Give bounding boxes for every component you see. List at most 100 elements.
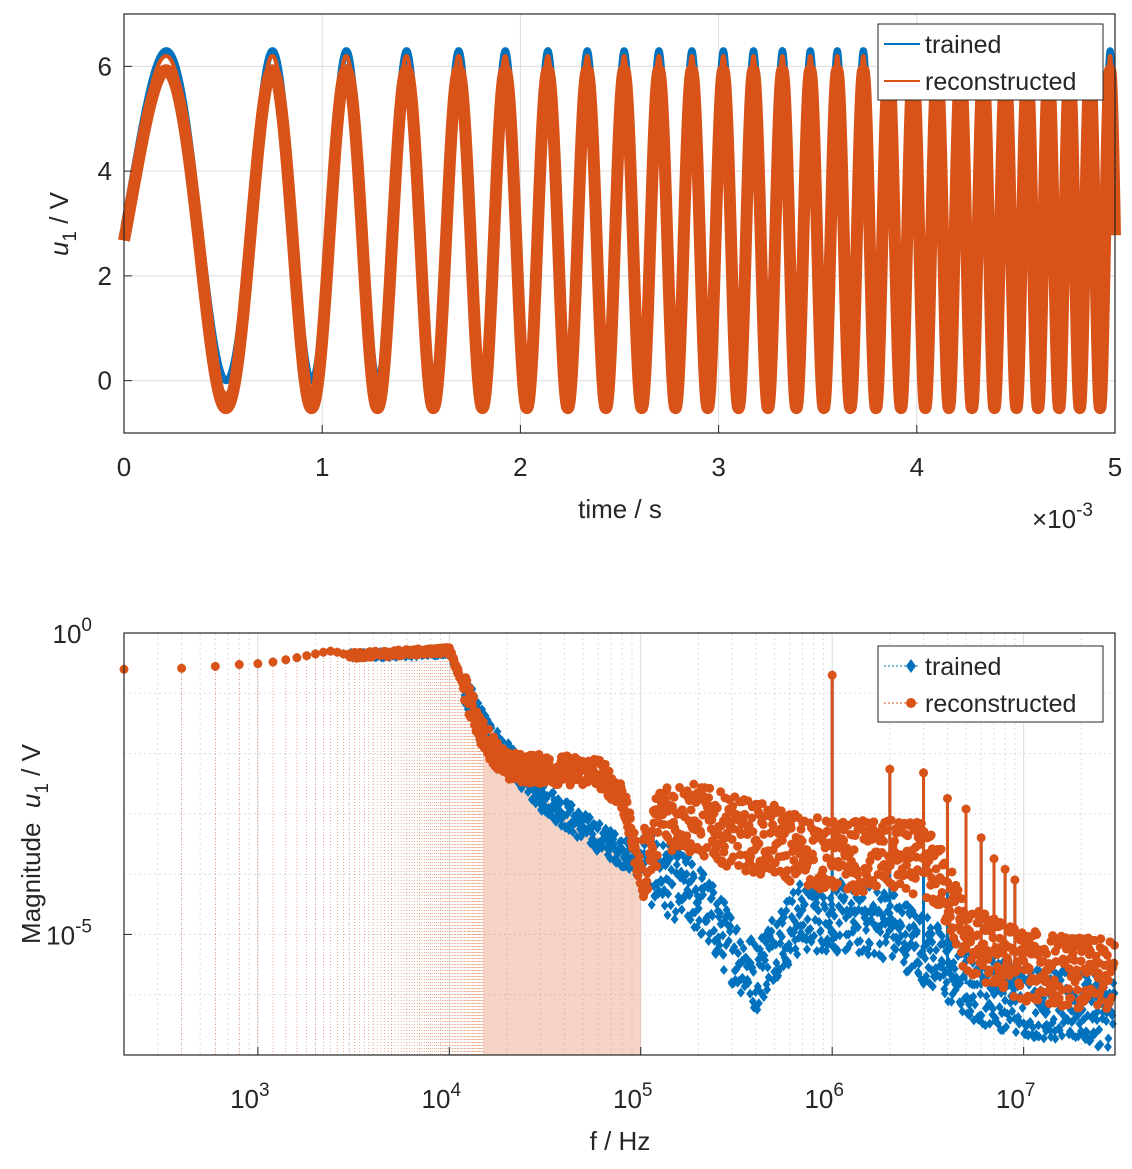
- reconstructed-point: [1015, 981, 1025, 991]
- reconstructed-point: [1077, 947, 1087, 957]
- trained-point: [950, 963, 959, 974]
- reconstructed-point: [643, 884, 653, 894]
- trained-point: [966, 1006, 975, 1017]
- reconstructed-point: [702, 843, 712, 853]
- trained-point: [688, 859, 697, 870]
- reconstructed-point: [727, 834, 737, 844]
- trained-point: [759, 992, 768, 1003]
- trained-point: [760, 955, 769, 966]
- reconstructed-point: [1103, 976, 1113, 985]
- reconstructed-point: [633, 871, 643, 881]
- trained-point: [929, 953, 938, 964]
- trained-point: [833, 944, 842, 955]
- reconstructed-point: [936, 844, 946, 854]
- reconstructed-point: [754, 839, 764, 849]
- trained-point: [938, 931, 947, 942]
- reconstructed-point: [869, 817, 879, 827]
- reconstructed-point: [1000, 864, 1010, 874]
- bottom-x-tick-label: 106: [804, 1080, 844, 1114]
- reconstructed-point: [809, 855, 819, 865]
- trained-point: [666, 900, 675, 911]
- trained-point: [881, 937, 890, 948]
- trained-point: [891, 944, 900, 955]
- reconstructed-point: [1003, 956, 1013, 966]
- trained-point: [708, 880, 717, 891]
- trained-point: [699, 889, 708, 900]
- bottom-x-tick-label: 107: [996, 1080, 1035, 1114]
- trained-point: [531, 798, 540, 809]
- reconstructed-point: [953, 885, 963, 895]
- reconstructed-point: [758, 819, 768, 829]
- reconstructed-point: [634, 852, 644, 862]
- reconstructed-point: [652, 861, 662, 871]
- trained-point: [736, 937, 745, 948]
- reconstructed-point: [492, 738, 502, 748]
- reconstructed-point: [649, 818, 659, 828]
- reconstructed-point: [326, 646, 336, 656]
- trained-point: [1092, 1015, 1101, 1026]
- reconstructed-point: [863, 864, 873, 874]
- trained-point: [784, 959, 793, 970]
- bottom-y-label-sub: 1: [32, 783, 53, 794]
- trained-point: [845, 939, 854, 950]
- reconstructed-point: [1107, 993, 1117, 1003]
- trained-point: [585, 812, 594, 823]
- trained-point: [724, 935, 733, 946]
- trained-point: [976, 988, 985, 999]
- top-x-tick-label: 0: [117, 452, 131, 482]
- trained-point: [668, 878, 677, 889]
- trained-point: [704, 936, 713, 947]
- reconstructed-point: [786, 823, 796, 833]
- reconstructed-point: [919, 768, 929, 778]
- reconstructed-point: [905, 853, 915, 863]
- trained-point: [799, 920, 808, 931]
- trained-point: [915, 958, 924, 969]
- top-y-axis-label: u1 / V: [44, 191, 81, 256]
- trained-point: [659, 840, 668, 851]
- reconstructed-point: [662, 783, 672, 793]
- trained-point: [922, 971, 931, 982]
- top-legend: trained reconstructed: [877, 23, 1104, 101]
- trained-point: [556, 797, 565, 808]
- trained-point: [1108, 1010, 1117, 1021]
- bottom-ticks: 103 104 105 106 107 10-5 100: [46, 615, 1035, 1114]
- reconstructed-point: [740, 809, 750, 819]
- reconstructed-point: [881, 825, 891, 835]
- reconstructed-point: [1009, 992, 1019, 1002]
- reconstructed-point: [748, 827, 758, 837]
- trained-point: [865, 938, 874, 949]
- reconstructed-point: [890, 836, 900, 846]
- trained-point: [981, 1020, 990, 1031]
- trained-point: [671, 906, 680, 917]
- trained-point: [689, 872, 698, 883]
- trained-point: [749, 966, 758, 977]
- top-x-tick-label: 1: [315, 452, 329, 482]
- reconstructed-point: [903, 831, 913, 841]
- reconstructed-point: [712, 803, 722, 813]
- trained-point: [876, 927, 885, 938]
- trained-point: [1103, 1041, 1112, 1052]
- trained-point: [956, 999, 965, 1010]
- trained-point: [609, 839, 618, 850]
- trained-point: [810, 930, 819, 941]
- trained-point: [788, 896, 797, 907]
- reconstructed-point: [622, 797, 632, 807]
- trained-point: [1093, 1006, 1102, 1017]
- trained-point: [746, 988, 755, 999]
- trained-point: [549, 787, 558, 798]
- reconstructed-point: [858, 887, 868, 897]
- reconstructed-point: [686, 838, 696, 848]
- trained-point: [814, 905, 823, 916]
- reconstructed-point: [1010, 875, 1020, 885]
- top-axes-box: [123, 13, 1116, 434]
- reconstructed-point: [1064, 964, 1074, 974]
- trained-point: [853, 922, 862, 933]
- trained-point: [670, 914, 679, 925]
- trained-point: [698, 927, 707, 938]
- trained-point: [568, 826, 577, 837]
- bottom-x-tick-label: 103: [230, 1080, 270, 1114]
- reconstructed-point: [741, 866, 751, 876]
- reconstructed-point: [983, 954, 993, 964]
- trained-point: [940, 988, 949, 999]
- reconstructed-point: [782, 866, 792, 876]
